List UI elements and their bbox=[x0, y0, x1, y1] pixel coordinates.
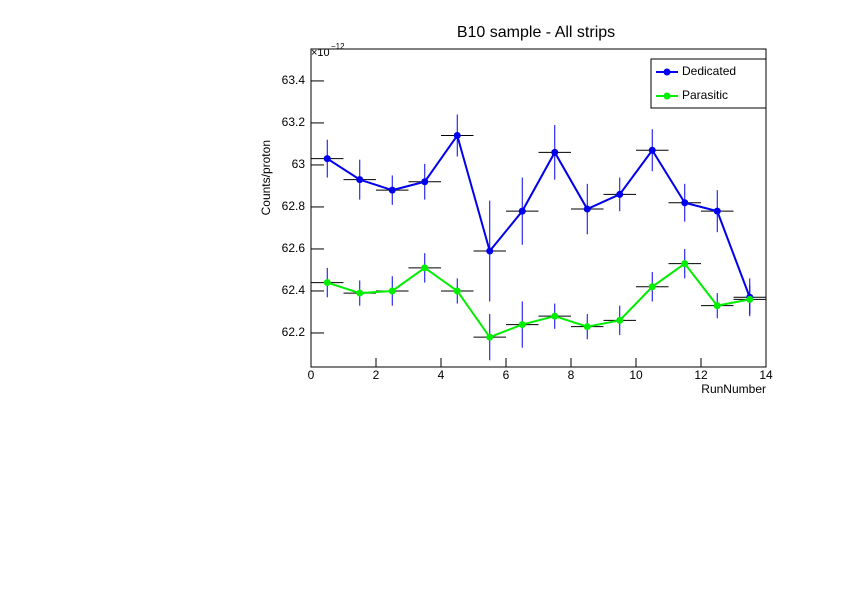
point bbox=[453, 132, 461, 140]
plot-frame bbox=[310, 48, 767, 368]
point bbox=[648, 283, 656, 291]
point bbox=[713, 302, 721, 310]
y-tick-label: 62.6 bbox=[282, 241, 306, 255]
point bbox=[388, 287, 396, 295]
y-exponent: −12 bbox=[331, 42, 345, 51]
point bbox=[713, 207, 721, 215]
y-tick-label: 62.4 bbox=[282, 283, 306, 297]
point bbox=[486, 333, 494, 341]
y-tick-label: 63.2 bbox=[282, 115, 306, 129]
series-line bbox=[326, 133, 751, 298]
x-tick-label: 12 bbox=[694, 368, 708, 382]
y-multiplier: ×10 bbox=[311, 47, 330, 59]
x-tick-label: 0 bbox=[308, 368, 315, 382]
chart-title: B10 sample - All strips bbox=[457, 24, 615, 41]
y-tick-label: 63.4 bbox=[282, 73, 306, 87]
point bbox=[421, 178, 429, 186]
legend-label: Dedicated bbox=[682, 64, 736, 78]
x-tick-label: 2 bbox=[373, 368, 380, 382]
point bbox=[453, 287, 461, 295]
y-tick-label: 62.8 bbox=[282, 199, 306, 213]
point bbox=[518, 321, 526, 329]
point bbox=[518, 207, 526, 215]
y-tick-label: 63 bbox=[292, 157, 306, 171]
point bbox=[583, 323, 591, 331]
point bbox=[356, 176, 364, 184]
x-tick-label: 14 bbox=[759, 368, 773, 382]
point bbox=[356, 289, 364, 297]
legend-marker bbox=[663, 92, 671, 100]
point bbox=[583, 205, 591, 213]
point bbox=[746, 295, 754, 303]
point bbox=[486, 247, 494, 255]
x-tick-label: 4 bbox=[438, 368, 445, 382]
point bbox=[616, 190, 624, 198]
x-tick-label: 6 bbox=[503, 368, 510, 382]
legend-label: Parasitic bbox=[682, 88, 728, 102]
y-tick-label: 62.2 bbox=[282, 325, 306, 339]
point bbox=[648, 146, 656, 154]
point bbox=[551, 148, 559, 156]
point bbox=[616, 316, 624, 324]
point bbox=[323, 279, 331, 287]
point bbox=[681, 260, 689, 268]
point bbox=[323, 155, 331, 163]
x-tick-label: 10 bbox=[629, 368, 643, 382]
point bbox=[388, 186, 396, 194]
series-line bbox=[326, 262, 750, 339]
x-axis-title: RunNumber bbox=[701, 382, 766, 396]
legend-marker bbox=[663, 68, 671, 76]
point bbox=[551, 312, 559, 320]
y-axis-title: Counts/proton bbox=[259, 140, 273, 215]
x-tick-label: 8 bbox=[568, 368, 575, 382]
legend-box bbox=[650, 58, 767, 109]
point bbox=[681, 199, 689, 207]
point bbox=[421, 264, 429, 272]
